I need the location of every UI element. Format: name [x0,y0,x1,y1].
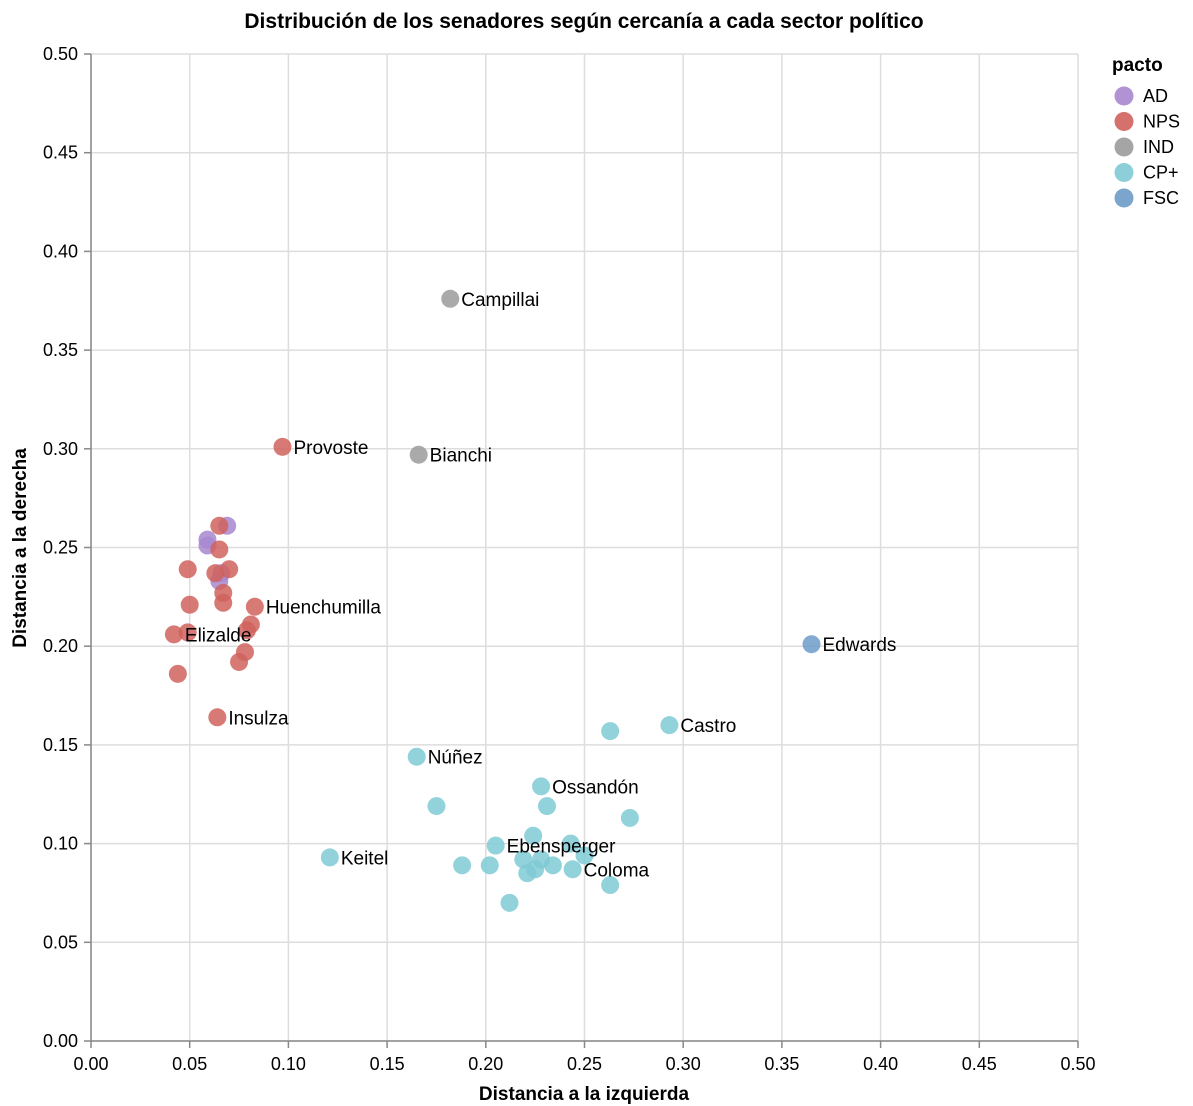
data-point-label: Keitel [341,848,389,869]
data-point [561,834,580,853]
y-tick-label: 0.05 [43,932,78,952]
data-point [237,621,256,640]
data-point-label: Edwards [823,635,897,656]
data-point-label: Insulza [228,708,289,729]
data-point [563,860,582,879]
data-point [210,540,229,559]
data-point [453,856,472,875]
data-point-label: Huenchumilla [266,598,382,619]
legend-label: IND [1143,137,1174,157]
legend-label: NPS [1143,112,1180,132]
y-tick-label: 0.30 [43,439,78,459]
data-point-label: Ebensperger [507,837,616,858]
data-point [575,846,594,865]
y-tick-label: 0.45 [43,143,78,163]
data-point [214,593,233,612]
x-tick-label: 0.40 [863,1054,898,1074]
x-tick-label: 0.45 [962,1054,997,1074]
data-point [543,856,562,875]
data-point-label: Castro [680,716,736,737]
x-tick-label: 0.10 [271,1054,306,1074]
data-point-label: Provoste [293,438,368,459]
data-point-label: Coloma [584,860,650,881]
data-point [480,856,499,875]
legend-title: pacto [1112,55,1163,76]
chart-title: Distribución de los senadores según cerc… [244,10,923,33]
data-point-label: Ossandón [552,777,639,798]
data-point [164,625,183,644]
data-point [518,864,537,883]
data-point [178,560,197,579]
data-point [486,836,505,855]
legend-swatch [1114,86,1134,106]
data-point [500,893,519,912]
data-point [601,722,620,741]
y-tick-label: 0.40 [43,241,78,261]
data-point [660,716,679,735]
y-tick-label: 0.35 [43,340,78,360]
x-tick-label: 0.15 [370,1054,405,1074]
data-point [210,516,229,535]
data-point [537,797,556,816]
x-tick-label: 0.35 [764,1054,799,1074]
data-point-label: Bianchi [430,446,492,467]
data-point [208,708,227,727]
legend: pacto AD NPS IND CP+ FSC [1112,55,1180,208]
data-point [409,445,428,464]
data-point [620,808,639,827]
y-tick-label: 0.20 [43,636,78,656]
y-tick-label: 0.15 [43,735,78,755]
data-point-label: Campillai [461,290,539,311]
legend-swatch [1114,112,1134,131]
data-point [407,747,426,766]
x-axis-title: Distancia a la izquierda [479,1084,690,1105]
axis-layer: 0.00 0.05 0.10 0.15 0.20 0.25 0.30 0.35 0.40 0.45… [43,44,1096,1074]
x-tick-label: 0.05 [172,1054,207,1074]
x-tick-label: 0.30 [666,1054,701,1074]
y-tick-label: 0.10 [43,834,78,854]
y-tick-label: 0.25 [43,538,78,558]
x-tick-label: 0.20 [468,1054,503,1074]
data-point [802,635,821,654]
data-point [524,826,543,845]
data-point [230,652,249,671]
data-point [245,597,264,616]
y-tick-label: 0.00 [43,1031,78,1051]
data-point [180,595,199,614]
data-point [514,850,533,869]
data-point [427,797,446,816]
legend-swatch [1114,137,1134,157]
x-tick-label: 0.50 [1060,1054,1095,1074]
legend-swatch [1114,163,1134,182]
data-point [206,564,225,583]
data-point [532,777,551,796]
data-point [178,623,197,642]
data-point [601,876,620,895]
data-point-label: Elizalde [185,625,252,646]
y-axis-title: Distancia a la derecha [10,448,31,648]
points-layer [164,289,821,912]
data-point [168,664,187,683]
x-tick-label: 0.00 [73,1054,108,1074]
point-labels-layer: Provoste Huenchumilla Elizalde Insulza Campi… [185,290,897,881]
y-tick-label: 0.50 [43,44,78,64]
data-point [441,289,460,308]
legend-label: AD [1143,86,1168,106]
data-point [273,437,292,456]
data-point [320,848,339,867]
x-tick-label: 0.25 [567,1054,602,1074]
data-point [220,560,239,579]
grid-layer [90,53,1079,1042]
legend-swatch [1114,188,1134,208]
legend-label: FSC [1143,188,1179,208]
legend-label: CP+ [1143,163,1179,183]
data-point-label: Núñez [428,748,483,769]
